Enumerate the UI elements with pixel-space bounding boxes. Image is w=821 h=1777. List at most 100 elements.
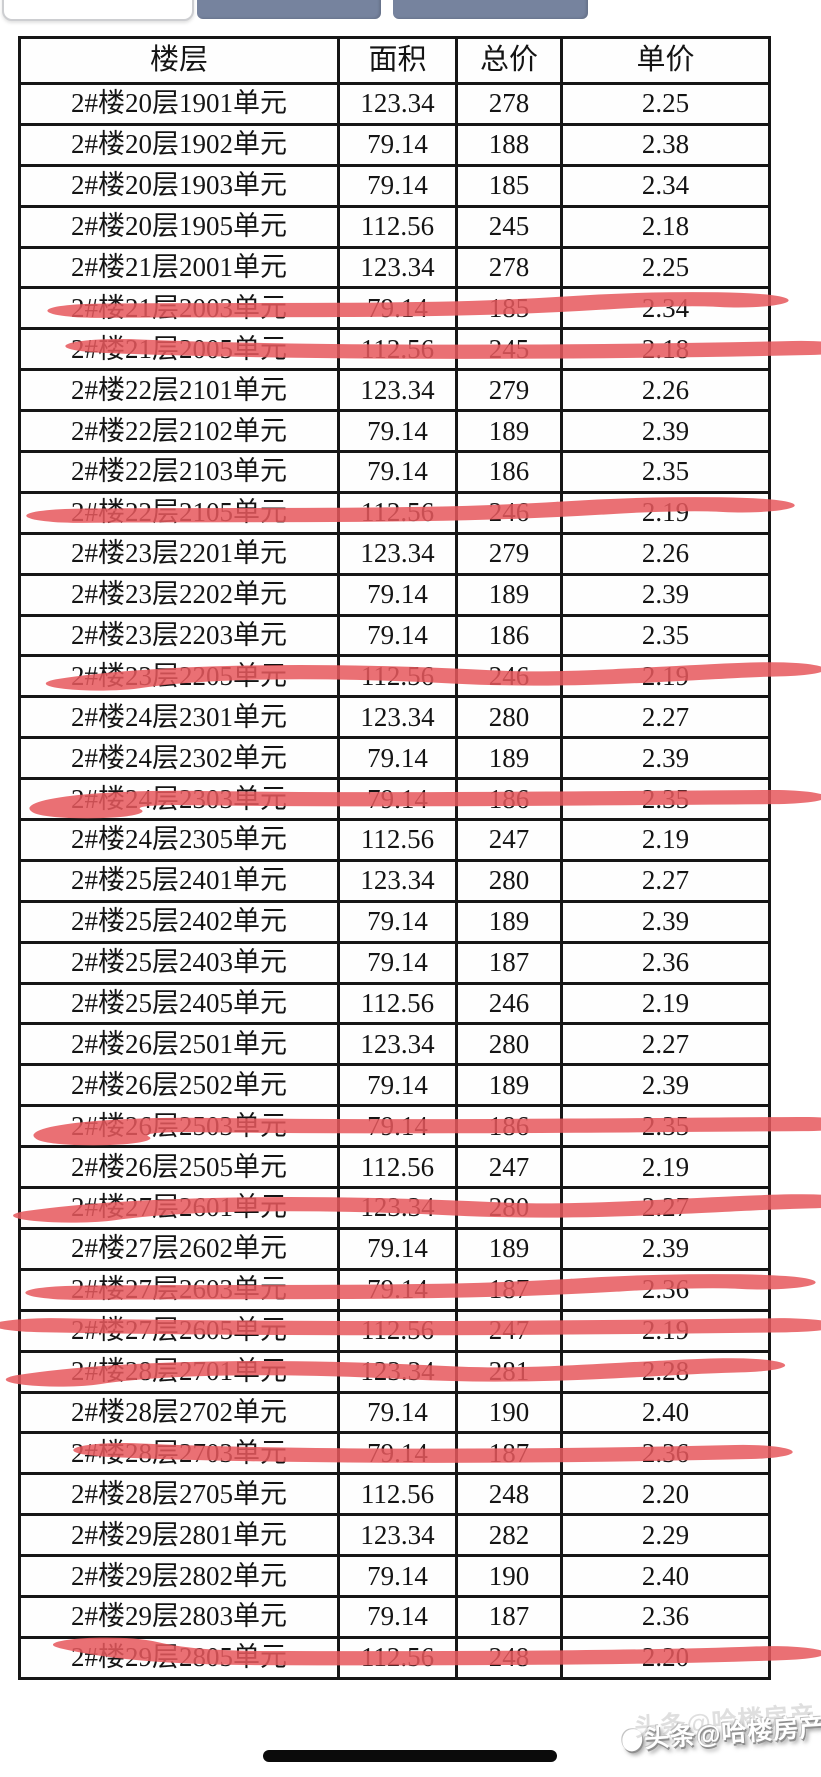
cell-floor: 2#楼21层2003单元 [71,292,287,323]
cell-area: 79.14 [337,1393,455,1432]
cell-area: 79.14 [337,1066,455,1105]
table-row: 2#楼22层2102单元 79.14 189 2.39 [21,409,768,451]
cell-unit: 2.38 [560,125,768,164]
cell-total: 280 [455,861,560,900]
cell-total: 186 [455,780,560,819]
cell-total: 278 [455,85,560,123]
cell-total: 248 [455,1475,560,1514]
table-row-sold: 2#楼27层2603单元 79.14 187 2.36 [21,1267,816,1309]
cell-unit: 2.35 [560,453,768,491]
cell-floor: 2#楼20层1905单元 [71,211,287,242]
cell-floor: 2#楼23层2201单元 [71,538,287,569]
cell-total: 189 [455,1229,560,1268]
cell-area: 79.14 [337,1597,455,1636]
cell-unit: 2.26 [560,371,768,410]
cell-floor: 2#楼26层2503单元 [71,1110,287,1141]
cell-floor: 2#楼23层2202单元 [71,579,287,610]
table-row: 2#楼24层2301单元 123.34 280 2.27 [21,695,768,737]
table-row-sold: 2#楼27层2605单元 112.56 247 2.19 [0,1308,821,1350]
table-row: 2#楼26层2502单元 79.14 189 2.39 [21,1063,768,1105]
cell-total: 187 [455,1597,560,1636]
cell-floor: 2#楼26层2501单元 [71,1028,287,1059]
table-row-sold: 2#楼26层2503单元 79.14 186 2.35 [21,1104,821,1146]
cell-unit: 2.36 [560,1270,768,1309]
cell-area: 112.56 [337,1311,455,1350]
cell-unit: 2.19 [560,493,768,532]
cell-total: 187 [455,943,560,982]
tab-active[interactable] [2,0,194,21]
cell-floor: 2#楼24层2305单元 [71,824,287,855]
cell-area: 112.56 [337,493,455,532]
cell-area: 79.14 [337,943,455,982]
header-floor: 楼层 [149,44,208,76]
cell-total: 280 [455,698,560,737]
cell-area: 79.14 [337,453,455,491]
cell-unit: 2.39 [560,1066,768,1105]
cell-floor: 2#楼25层2403单元 [71,947,287,978]
table-row: 2#楼22层2103单元 79.14 186 2.35 [21,450,768,491]
table-row: 2#楼25层2402单元 79.14 189 2.39 [21,899,768,941]
header-total-price: 总价 [455,39,560,82]
cell-unit: 2.36 [560,1597,768,1636]
cell-total: 187 [455,1270,560,1309]
cell-total: 280 [455,1025,560,1064]
table-row: 2#楼29层2802单元 79.14 190 2.40 [21,1554,768,1595]
cell-total: 186 [455,1107,560,1146]
cell-floor: 2#楼26层2502单元 [71,1069,287,1100]
cell-total: 279 [455,371,560,410]
table-row: 2#楼24层2302单元 79.14 189 2.39 [21,736,768,778]
cell-unit: 2.36 [560,943,768,982]
cell-unit: 2.39 [560,1229,768,1268]
cell-area: 79.14 [337,1229,455,1268]
table-row: 2#楼20层1901单元 123.34 278 2.25 [21,82,768,123]
home-indicator[interactable] [263,1750,557,1762]
table-row: 2#楼25层2401单元 123.34 280 2.27 [21,858,768,900]
table-row: 2#楼23层2202单元 79.14 189 2.39 [21,572,768,614]
cell-floor: 2#楼22层2105单元 [71,497,287,528]
cell-total: 186 [455,616,560,655]
cell-total: 189 [455,739,560,778]
cell-unit: 2.26 [560,534,768,573]
cell-area: 112.56 [337,1475,455,1514]
cell-floor: 2#楼29层2801单元 [71,1519,287,1550]
cell-unit: 2.39 [560,575,768,614]
cell-floor: 2#楼29层2803单元 [71,1601,287,1632]
cell-total: 280 [455,1189,560,1227]
cell-area: 123.34 [337,248,455,287]
price-table: 楼层 面积 总价 单价 2#楼20层1901单元 123.34 278 2.25 2#楼… [0,36,821,1680]
cell-total: 248 [455,1638,560,1677]
cell-area: 123.34 [337,85,455,123]
top-tab-strip [0,0,821,26]
cell-floor: 2#楼28层2702单元 [71,1396,287,1427]
cell-floor: 2#楼27层2601单元 [71,1192,287,1223]
cell-area: 112.56 [337,657,455,696]
watermark: 头条@哈楼房产 [621,1707,821,1757]
cell-area: 123.34 [337,1189,455,1227]
tab-inactive-2[interactable] [393,0,588,19]
cell-unit: 2.19 [560,984,768,1023]
cell-floor: 2#楼23层2205单元 [71,660,287,691]
table-row: 2#楼20层1905单元 112.56 245 2.18 [21,204,768,246]
cell-unit: 2.28 [560,1352,768,1391]
cell-unit: 2.20 [560,1475,768,1514]
cell-area: 79.14 [337,412,455,451]
cell-area: 79.14 [337,1557,455,1595]
cell-unit: 2.27 [560,1189,768,1227]
cell-area: 79.14 [337,616,455,655]
cell-unit: 2.27 [560,1025,768,1064]
table-body: 2#楼20层1901单元 123.34 278 2.25 2#楼20层1902单元 79.… [0,82,821,1677]
cell-total: 190 [455,1557,560,1595]
table-row: 2#楼25层2405单元 112.56 246 2.19 [21,981,768,1023]
cell-area: 123.34 [337,371,455,410]
table-row-sold: 2#楼21层2003单元 79.14 185 2.34 [21,286,789,328]
table-row: 2#楼28层2702单元 79.14 190 2.40 [21,1390,768,1432]
cell-floor: 2#楼29层2805单元 [71,1642,287,1673]
table-row: 2#楼29层2801单元 123.34 282 2.29 [21,1513,768,1555]
tab-inactive-1[interactable] [197,0,381,19]
table-row-sold: 2#楼21层2005单元 112.56 245 2.18 [21,327,821,369]
cell-area: 79.14 [337,1270,455,1309]
cell-unit: 2.19 [560,657,768,696]
cell-area: 79.14 [337,575,455,614]
cell-area: 79.14 [337,125,455,164]
cell-floor: 2#楼28层2703单元 [71,1437,287,1468]
